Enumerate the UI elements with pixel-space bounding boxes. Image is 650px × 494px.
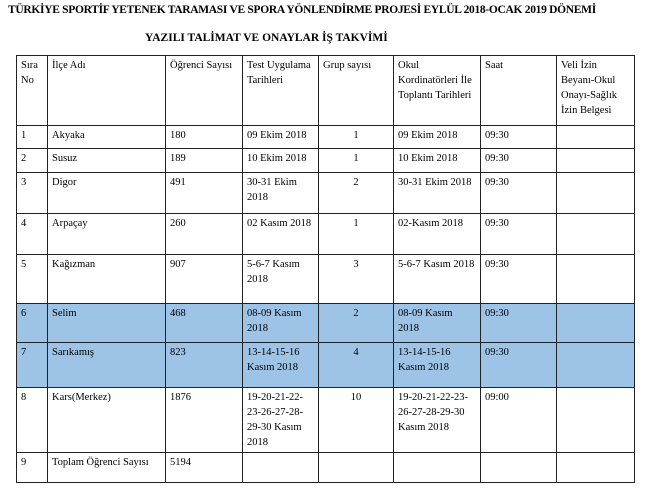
table-row: 6 Selim 468 08-09 Kasım 2018 2 08-09 Kasım 2… (16, 303, 635, 343)
table-cell: 30-31 Ekim 2018 (242, 172, 319, 214)
column-header: Sıra No (16, 55, 48, 126)
table-cell: 09:00 (480, 387, 557, 453)
table-row: 3 Digor 491 30-31 Ekim 2018 2 30-31 Ekim 2018… (16, 172, 635, 214)
table-cell: 10 Ekim 2018 (393, 148, 481, 173)
table-cell (556, 452, 635, 483)
table-cell: 5 (16, 254, 48, 304)
table-cell (556, 125, 635, 149)
table-cell: 09:30 (480, 148, 557, 173)
table-cell: Selim (47, 303, 166, 343)
table-cell: 09:30 (480, 254, 557, 304)
table-cell: 1 (318, 125, 394, 149)
table-cell: Akyaka (47, 125, 166, 149)
table-row: 1 Akyaka 180 09 Ekim 2018 1 09 Ekim 2018 09:30 (16, 125, 635, 149)
table-cell: 1876 (165, 387, 243, 453)
table-cell (556, 342, 635, 388)
table-cell: 5-6-7 Kasım 2018 (242, 254, 319, 304)
column-header: Saat (480, 55, 557, 126)
table-cell: 1 (16, 125, 48, 149)
table-cell: 13-14-15-16 Kasım 2018 (242, 342, 319, 388)
table-cell: Toplam Öğrenci Sayısı (47, 452, 166, 483)
table-row: 8 Kars(Merkez) 1876 19-20-21-22-23-26-27-28… (16, 387, 635, 453)
table-cell: Sarıkamış (47, 342, 166, 388)
column-header: İlçe Adı (47, 55, 166, 126)
table-cell: 09:30 (480, 125, 557, 149)
table-cell: 02 Kasım 2018 (242, 213, 319, 255)
table-cell: 09 Ekim 2018 (242, 125, 319, 149)
table-cell (242, 452, 319, 483)
table-cell: 09:30 (480, 213, 557, 255)
table-cell: 19-20-21-22-23-26-27-28-29-30 Kasım 2018 (393, 387, 481, 453)
table-cell (556, 213, 635, 255)
table-cell: 2 (16, 148, 48, 173)
table-row: 2 Susuz 189 10 Ekim 2018 1 10 Ekim 2018 09:30 (16, 148, 635, 173)
table-cell: 09:30 (480, 303, 557, 343)
table-cell: 10 Ekim 2018 (242, 148, 319, 173)
table-cell: 09:30 (480, 342, 557, 388)
table-cell: 02-Kasım 2018 (393, 213, 481, 255)
table-cell: 5-6-7 Kasım 2018 (393, 254, 481, 304)
table-cell: 1 (318, 213, 394, 255)
table-cell: 189 (165, 148, 243, 173)
table-row: 4 Arpaçay 260 02 Kasım 2018 1 02-Kasım 2018 09… (16, 213, 635, 255)
table-cell (318, 452, 394, 483)
table-cell: Digor (47, 172, 166, 214)
table-cell: 260 (165, 213, 243, 255)
table-cell: 491 (165, 172, 243, 214)
table-cell (480, 452, 557, 483)
table-cell: 13-14-15-16 Kasım 2018 (393, 342, 481, 388)
column-header: Test Uygulama Tarihleri (242, 55, 319, 126)
table-cell: 4 (318, 342, 394, 388)
schedule-table: Sıra No İlçe Adı Öğrenci Sayısı Test Uygula… (16, 55, 635, 483)
column-header: Grup sayısı (318, 55, 394, 126)
table-cell: 2 (318, 172, 394, 214)
table-cell: 8 (16, 387, 48, 453)
table-cell (556, 387, 635, 453)
table-cell: 30-31 Ekim 2018 (393, 172, 481, 214)
table-cell (556, 148, 635, 173)
column-header: Veli İzin Beyanı-Okul Onayı-Sağlık İzin … (556, 55, 635, 126)
table-cell: 5194 (165, 452, 243, 483)
table-row: 5 Kağızman 907 5-6-7 Kasım 2018 3 5-6-7 Kasım… (16, 254, 635, 304)
header-row: Sıra No İlçe Adı Öğrenci Sayısı Test Uygula… (16, 55, 635, 126)
table-row: 9 Toplam Öğrenci Sayısı 5194 (16, 452, 635, 483)
table-cell: 08-09 Kasım 2018 (393, 303, 481, 343)
table-cell: 7 (16, 342, 48, 388)
table-cell: 6 (16, 303, 48, 343)
column-header: Okul Kordinatörleri İle Toplantı Tarihle… (393, 55, 481, 126)
table-cell: 468 (165, 303, 243, 343)
table-cell (556, 303, 635, 343)
table-cell: Kars(Merkez) (47, 387, 166, 453)
table-cell (556, 172, 635, 214)
table-cell: 10 (318, 387, 394, 453)
table-cell: 08-09 Kasım 2018 (242, 303, 319, 343)
table-cell: 09 Ekim 2018 (393, 125, 481, 149)
table-cell: 3 (318, 254, 394, 304)
document-title: TÜRKİYE SPORTİF YETENEK TARAMASI VE SPOR… (8, 4, 596, 16)
table-cell: 180 (165, 125, 243, 149)
table-cell: 907 (165, 254, 243, 304)
column-header: Öğrenci Sayısı (165, 55, 243, 126)
table-cell: 3 (16, 172, 48, 214)
table-cell: Kağızman (47, 254, 166, 304)
table-cell: Arpaçay (47, 213, 166, 255)
table-cell: 19-20-21-22-23-26-27-28-29-30 Kasım 2018 (242, 387, 319, 453)
table-cell: 9 (16, 452, 48, 483)
table-cell (393, 452, 481, 483)
table-cell: 823 (165, 342, 243, 388)
table-cell: 4 (16, 213, 48, 255)
table-cell: 1 (318, 148, 394, 173)
table-row: 7 Sarıkamış 823 13-14-15-16 Kasım 2018 4 13-1… (16, 342, 635, 388)
table-cell: 09:30 (480, 172, 557, 214)
table-cell: 2 (318, 303, 394, 343)
table-cell: Susuz (47, 148, 166, 173)
document-subtitle: YAZILI TALİMAT VE ONAYLAR İŞ TAKVİMİ (145, 32, 388, 44)
table-cell (556, 254, 635, 304)
